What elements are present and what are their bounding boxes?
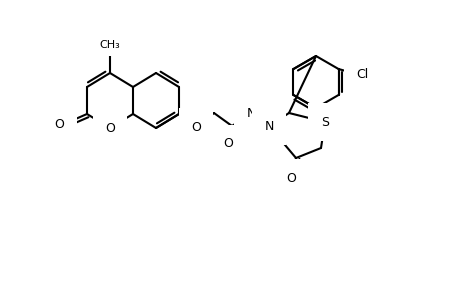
Text: O: O <box>285 172 295 184</box>
Text: S: S <box>320 116 328 128</box>
Text: CH₃: CH₃ <box>100 40 120 50</box>
Text: N: N <box>246 106 255 119</box>
Text: O: O <box>190 121 201 134</box>
Text: O: O <box>54 118 64 130</box>
Text: O: O <box>105 122 115 134</box>
Text: Cl: Cl <box>356 68 368 80</box>
Text: O: O <box>223 137 232 150</box>
Text: N: N <box>264 119 273 133</box>
